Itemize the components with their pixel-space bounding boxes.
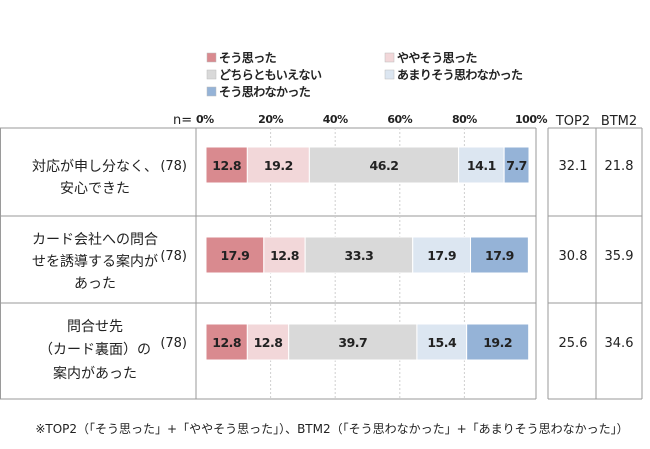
category-label: せを誘導する案内が [32,253,158,270]
sample-size-label: (78) [160,249,187,264]
category-label: あった [74,276,116,292]
sample-size-label: (78) [160,336,187,351]
x-tick-label: 20% [258,113,283,126]
x-tick-label: 60% [387,113,412,126]
bar-segment [416,323,468,361]
category-label: 安心できた [60,181,130,197]
bar-value-label: 19.2 [264,158,293,173]
bar-segment [458,146,505,184]
bar-segment [205,323,248,361]
btm2-value: 34.6 [605,336,634,351]
bar-segment [263,236,306,274]
bar-segment [288,323,418,361]
bar-segment [503,146,530,184]
top2-value: 30.8 [559,249,588,264]
x-tick-label: 0% [196,113,214,126]
side-table-header-btm2: BTM2 [601,114,637,129]
bar-value-label: 12.8 [254,335,283,350]
bar-value-label: 46.2 [370,158,399,173]
legend-label: あまりそう思わなかった [397,68,523,82]
n-label: n= [173,113,192,128]
footnote: ※TOP2（「そう思った」+「ややそう思った」）、BTM2（「そう思わなかった」… [35,422,628,436]
x-tick-label: 100% [515,113,547,126]
legend-swatch [384,52,395,63]
bar-segment [466,323,530,361]
legend-label: ややそう思った [397,51,477,65]
bar-value-label: 12.8 [212,158,241,173]
category-label: 問合せ先 [67,319,123,335]
legend-label: どちらともいえない [219,68,322,82]
legend-swatch [206,86,217,97]
side-table-header-top2: TOP2 [555,114,590,129]
bar-value-label: 17.9 [485,248,514,263]
bar-value-label: 33.3 [345,248,374,263]
category-label: 対応が申し分なく、 [32,159,158,175]
bar-value-label: 19.2 [483,335,512,350]
bar-value-label: 12.8 [212,335,241,350]
bar-value-label: 39.7 [338,335,367,350]
category-label: （カード裏面）の [39,341,151,358]
bar-segment [470,236,529,274]
top2-value: 25.6 [559,336,588,351]
bar-value-label: 17.9 [427,248,456,263]
bar-value-label: 15.4 [427,335,457,350]
legend-swatch [384,69,395,80]
bar-value-label: 12.8 [270,248,299,263]
x-tick-label: 40% [323,113,348,126]
bar-value-label: 17.9 [220,248,249,263]
bar-segment [412,236,472,274]
btm2-value: 21.8 [605,159,634,174]
bar-segment [205,236,265,274]
bar-segment [246,323,290,361]
category-label: カード会社への問合 [32,232,158,248]
btm2-value: 35.9 [605,249,634,264]
sample-size-label: (78) [160,159,187,174]
bar-value-label: 7.7 [506,158,527,173]
legend-swatch [206,52,217,63]
bar-value-label: 14.1 [467,158,496,173]
category-label: 案内があった [53,365,137,382]
x-tick-label: 80% [452,113,477,126]
top2-value: 32.1 [559,159,588,174]
legend-label: そう思わなかった [219,85,311,99]
legend-swatch [206,69,217,80]
legend-label: そう思った [219,51,277,65]
